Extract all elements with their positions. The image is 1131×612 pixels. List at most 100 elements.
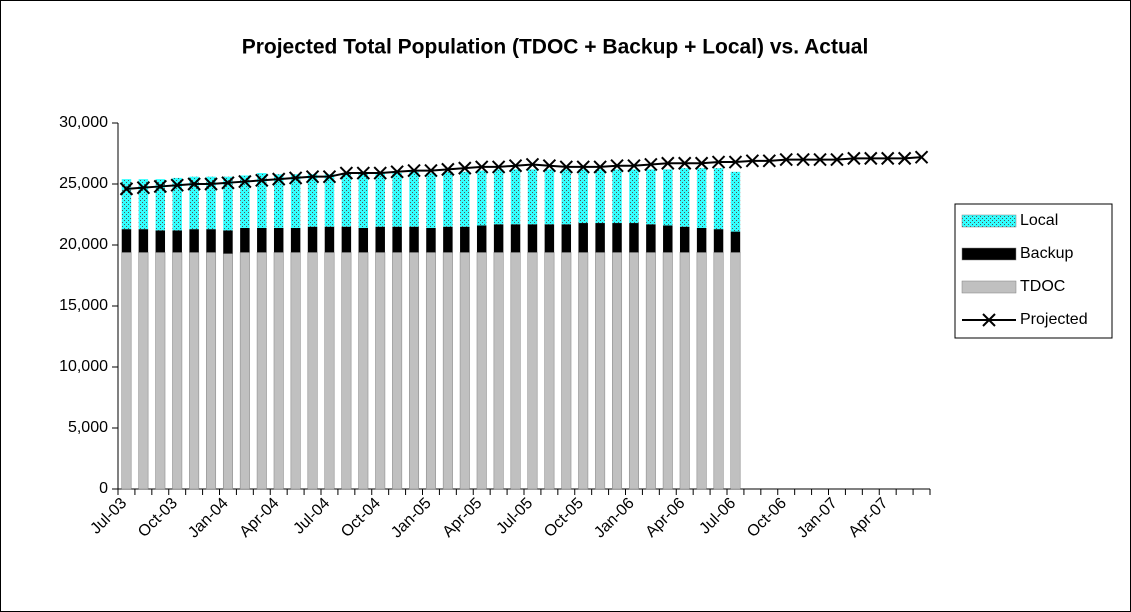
bar-segment: [256, 252, 267, 490]
bar-segment: [561, 252, 572, 490]
bar-segment: [696, 227, 707, 253]
bar-segment: [121, 252, 132, 490]
bar-segment: [425, 252, 436, 490]
bar-segment: [172, 230, 182, 253]
bar-segment: [646, 224, 656, 253]
y-tick-label: 25,000: [59, 175, 108, 192]
marker: [475, 160, 489, 174]
marker: [694, 156, 709, 170]
bar-segment: [206, 252, 217, 490]
legend-label: Backup: [1020, 245, 1073, 262]
bar-segment: [730, 171, 741, 232]
legend-marker: [982, 313, 996, 327]
bar-segment: [290, 227, 301, 253]
bar-segment: [510, 252, 521, 490]
bar-segment: [713, 168, 724, 230]
bar-segment: [663, 169, 673, 226]
y-tick-label: 10,000: [59, 358, 108, 375]
bar-segment: [138, 229, 149, 253]
bar-segment: [442, 252, 453, 490]
marker: [881, 151, 895, 166]
marker: [238, 174, 252, 189]
bar-segment: [426, 173, 436, 228]
bar-segment: [172, 252, 183, 490]
bar-segment: [493, 224, 504, 253]
bar-segment: [730, 252, 741, 490]
bar-segment: [493, 252, 504, 490]
bar-segment: [341, 252, 352, 490]
marker: [221, 176, 235, 190]
bar-segment: [155, 179, 166, 231]
bar-segment: [561, 224, 572, 253]
bar-segment: [240, 227, 250, 253]
marker: [661, 156, 675, 170]
bar-segment: [460, 171, 470, 227]
bar-segment: [375, 252, 386, 490]
bar-segment: [544, 169, 555, 225]
bar-segment: [510, 224, 521, 253]
marker: [339, 166, 354, 180]
marker: [897, 151, 912, 166]
marker: [525, 157, 540, 172]
bar-segment: [476, 252, 487, 490]
bar-segment: [730, 231, 741, 253]
bar-segment: [324, 252, 335, 490]
bar-segment: [392, 173, 402, 227]
marker: [508, 158, 523, 173]
marker: [187, 177, 201, 191]
bar-segment: [358, 227, 369, 253]
bar-segment: [273, 227, 284, 253]
marker: [728, 155, 743, 169]
bar-segment: [307, 174, 318, 227]
bar-segment: [257, 227, 267, 253]
bar-segment: [612, 252, 623, 490]
bar-segment: [307, 252, 318, 490]
bar-segment: [172, 177, 182, 231]
bar-segment: [138, 252, 149, 490]
marker: [356, 166, 370, 180]
marker: [119, 182, 134, 196]
bar-segment: [578, 223, 588, 253]
marker: [610, 158, 624, 173]
bar-segment: [409, 171, 419, 227]
bar-segment: [392, 252, 403, 490]
bar-segment: [595, 252, 606, 490]
bar-segment: [239, 252, 250, 490]
bar-segment: [646, 169, 656, 225]
bar-segment: [696, 252, 707, 490]
bar-segment: [595, 169, 605, 224]
marker: [745, 154, 760, 168]
bar-segment: [663, 225, 673, 253]
marker: [644, 157, 658, 172]
bar-segment: [612, 169, 622, 224]
bar-segment: [527, 169, 538, 225]
bar-segment: [713, 252, 724, 490]
marker: [255, 173, 269, 188]
bar-segment: [240, 175, 250, 228]
bar-segment: [561, 169, 572, 225]
bar-segment: [544, 224, 555, 253]
marker: [390, 165, 404, 179]
bar-segment: [612, 223, 622, 253]
bar-segment: [629, 169, 639, 224]
marker: [914, 150, 929, 164]
y-tick-label: 30,000: [59, 114, 108, 131]
marker: [204, 177, 218, 191]
bar-segment: [460, 226, 470, 253]
legend-label: TDOC: [1020, 278, 1065, 295]
marker: [407, 163, 421, 178]
marker: [153, 179, 167, 194]
marker: [322, 169, 337, 184]
marker: [796, 152, 810, 167]
marker: [136, 180, 151, 195]
legend-label: Projected: [1020, 311, 1088, 328]
bar-segment: [629, 223, 639, 253]
marker: [424, 163, 438, 178]
legend-swatch: [961, 280, 1017, 294]
bar-segment: [493, 169, 504, 225]
bar-segment: [375, 226, 385, 253]
bar-segment: [358, 173, 369, 228]
marker: [762, 154, 776, 168]
bar-segment: [155, 230, 166, 253]
